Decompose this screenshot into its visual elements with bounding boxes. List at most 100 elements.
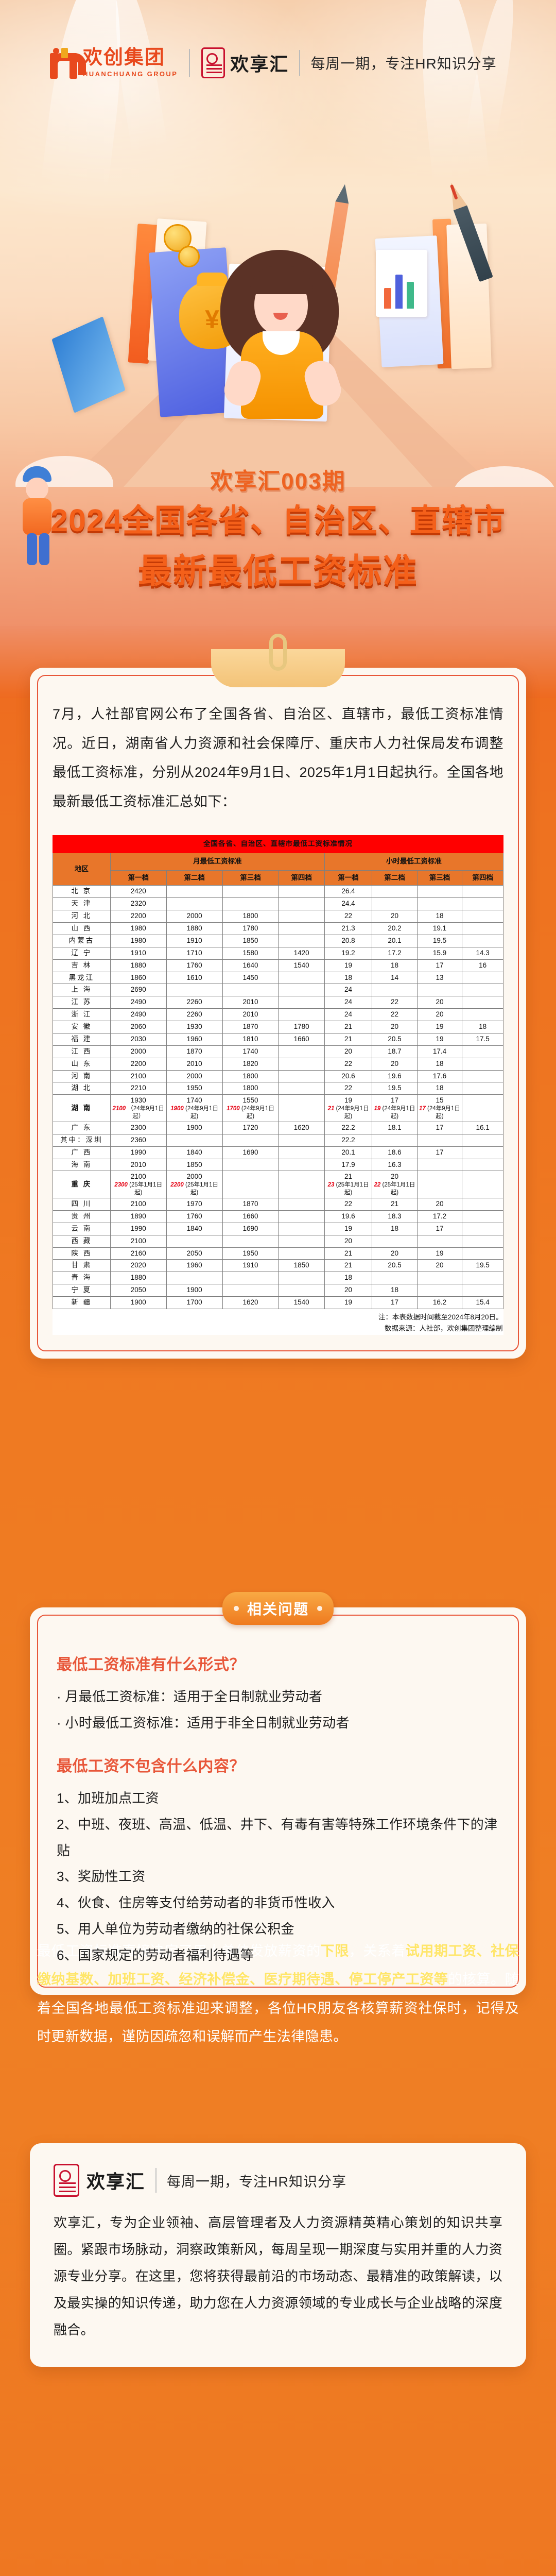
region-name: 海 南 bbox=[53, 1158, 111, 1172]
faq-item-4: 4、伙食、住房等支付给劳动者的非货币性收入 bbox=[57, 1895, 335, 1911]
table-row: 新 疆 1900 1700 1620 1540 19 17 16.2 15.4 bbox=[53, 1296, 503, 1309]
wage-value: 20 bbox=[372, 1247, 418, 1260]
wage-value: 18 bbox=[416, 1057, 463, 1071]
region-name: 福 建 bbox=[53, 1032, 111, 1046]
wage-value: 1850 bbox=[222, 934, 279, 947]
faq-item-3: 3、奖励性工资 bbox=[57, 1869, 146, 1885]
wage-table: 全国各省、自治区、直辖市最低工资标准情况 地区 月最低工资标准 小时最低工资标准… bbox=[53, 835, 504, 1335]
wage-value bbox=[462, 910, 503, 923]
wage-value: 16.3 bbox=[372, 1158, 418, 1172]
wage-value: 17.9 bbox=[324, 1158, 373, 1172]
wage-value bbox=[462, 1070, 503, 1083]
wage-value: 1640 bbox=[222, 959, 279, 972]
wage-value: 18 bbox=[372, 959, 418, 972]
table-note: 注：本表数据时间截至2024年8月20日。 bbox=[378, 1313, 503, 1321]
wage-value bbox=[416, 885, 463, 899]
wage-value: 1880 bbox=[110, 959, 167, 972]
wage-value: 1540 bbox=[278, 959, 325, 972]
faq-item-2: 2、中班、夜班、高温、低温、井下、有毒有害等特殊工作环境条件下的津贴 bbox=[57, 1817, 498, 1858]
table-row: 福 建 2030 1960 1810 1660 21 20.5 19 17.5 bbox=[53, 1032, 503, 1046]
closing-part-3: 的核算。随着全国各地最低工资标准迎来调整，各位HR朋友各核算薪资社保时，记得及时… bbox=[37, 1972, 519, 2045]
tier-header-monthly-3: 第三档 bbox=[222, 870, 279, 886]
wage-value: 22 bbox=[324, 1082, 373, 1095]
table-row: 安 徽 2060 1930 1870 1780 21 20 19 18 bbox=[53, 1021, 503, 1033]
wage-value: 19.5 bbox=[462, 1259, 503, 1273]
divider bbox=[155, 2168, 157, 2193]
region-name: 安 徽 bbox=[53, 1021, 111, 1033]
wage-value: 2010 bbox=[166, 1057, 223, 1071]
wage-value: 2300 bbox=[110, 1121, 167, 1134]
group-hourly-header: 小时最低工资标准 bbox=[324, 852, 504, 871]
wage-value bbox=[166, 885, 223, 899]
wage-value: 21 bbox=[324, 1259, 373, 1273]
wage-value: 2020 bbox=[110, 1259, 167, 1273]
wage-value: 1880 bbox=[110, 1272, 167, 1285]
wage-value: 21 bbox=[324, 1032, 373, 1046]
wage-value: 2260 bbox=[166, 996, 223, 1009]
wage-value: 1980 bbox=[110, 922, 167, 935]
wage-value: 20.5 bbox=[372, 1032, 418, 1046]
table-row: 海 南 2010 1850 17.9 16.3 bbox=[53, 1158, 503, 1172]
table-row: 其中：深圳 2360 22.2 bbox=[53, 1133, 503, 1147]
wage-value: 1950 bbox=[166, 1082, 223, 1095]
wage-value bbox=[372, 1234, 418, 1248]
wage-value: 1910 bbox=[222, 1259, 279, 1273]
wage-value: 1620 bbox=[222, 1296, 279, 1309]
table-row: 山 东 2200 2010 1820 22 20 18 bbox=[53, 1057, 503, 1071]
table-row: 内蒙古 1980 1910 1850 20.8 20.1 19.5 bbox=[53, 934, 503, 947]
wage-value: 1910 bbox=[110, 946, 167, 960]
table-row: 青 海 1880 18 bbox=[53, 1272, 503, 1285]
wage-value bbox=[416, 1272, 463, 1285]
wage-value bbox=[278, 1133, 325, 1147]
region-name: 北 京 bbox=[53, 885, 111, 899]
wage-value: 21.3 bbox=[324, 922, 373, 935]
wage-value bbox=[278, 1247, 325, 1260]
table-row: 河 南 2100 2000 1800 20.6 19.6 17.6 bbox=[53, 1070, 503, 1083]
wage-value: 1690 bbox=[222, 1146, 279, 1159]
intro-paragraph: 7月，人社部官网公布了全国各省、自治区、直辖市，最低工资标准情况。近日，湖南省人… bbox=[53, 706, 503, 810]
wage-value bbox=[278, 1070, 325, 1083]
tier-header-monthly-1: 第一档 bbox=[110, 870, 167, 886]
wage-value bbox=[222, 1133, 279, 1147]
wage-value: 1610 bbox=[166, 971, 223, 985]
wage-value bbox=[462, 1045, 503, 1058]
wage-value: 19 bbox=[324, 959, 373, 972]
wage-value: 18 bbox=[324, 1272, 373, 1285]
wage-value: 17.4 bbox=[416, 1045, 463, 1058]
faq-badge: 相关问题 bbox=[222, 1592, 334, 1625]
wage-value: 1810 bbox=[222, 1032, 279, 1046]
wage-value: 14.3 bbox=[462, 946, 503, 960]
about-card: 欢享汇 每周一期，专注HR知识分享 欢享汇，专为企业领袖、高层管理者及人力资源精… bbox=[30, 2143, 526, 2367]
col-region-header: 地区 bbox=[53, 852, 111, 886]
closing-bold-1: 下限 bbox=[320, 1943, 349, 1959]
wage-value: 1960 bbox=[166, 1259, 223, 1273]
wage-value bbox=[416, 1158, 463, 1172]
wage-value: 1840 bbox=[166, 1146, 223, 1159]
wage-value bbox=[222, 1272, 279, 1285]
wage-value: 22 bbox=[324, 1198, 373, 1211]
wage-value: 1890 bbox=[110, 1210, 167, 1223]
wage-value: 17 bbox=[416, 1222, 463, 1235]
tier-header-hourly-1: 第一档 bbox=[324, 870, 373, 886]
wage-value: 19.6 bbox=[372, 1070, 418, 1083]
wage-value: 20.8 bbox=[324, 934, 373, 947]
wage-value: 1970 bbox=[166, 1198, 223, 1211]
wage-value-updated: 17 19 (24年9月1日起) bbox=[372, 1094, 418, 1122]
divider bbox=[189, 49, 190, 77]
wage-value: 2200 bbox=[110, 1057, 167, 1071]
wage-value: 1900 bbox=[166, 1121, 223, 1134]
wage-value: 17.5 bbox=[462, 1032, 503, 1046]
wage-value bbox=[278, 1272, 325, 1285]
wage-value: 1980 bbox=[110, 934, 167, 947]
wage-value: 1740 bbox=[222, 1045, 279, 1058]
wage-value-updated: 15 17 (24年9月1日起) bbox=[416, 1094, 463, 1122]
wage-value bbox=[222, 885, 279, 899]
wage-value: 1800 bbox=[222, 1070, 279, 1083]
wage-value bbox=[462, 922, 503, 935]
wage-value: 2100 bbox=[110, 1070, 167, 1083]
wage-value-updated bbox=[278, 1171, 325, 1198]
table-row: 上 海 2690 24 bbox=[53, 984, 503, 997]
wage-value bbox=[278, 1146, 325, 1159]
region-name: 新 疆 bbox=[53, 1296, 111, 1309]
wage-value: 19.1 bbox=[416, 922, 463, 935]
